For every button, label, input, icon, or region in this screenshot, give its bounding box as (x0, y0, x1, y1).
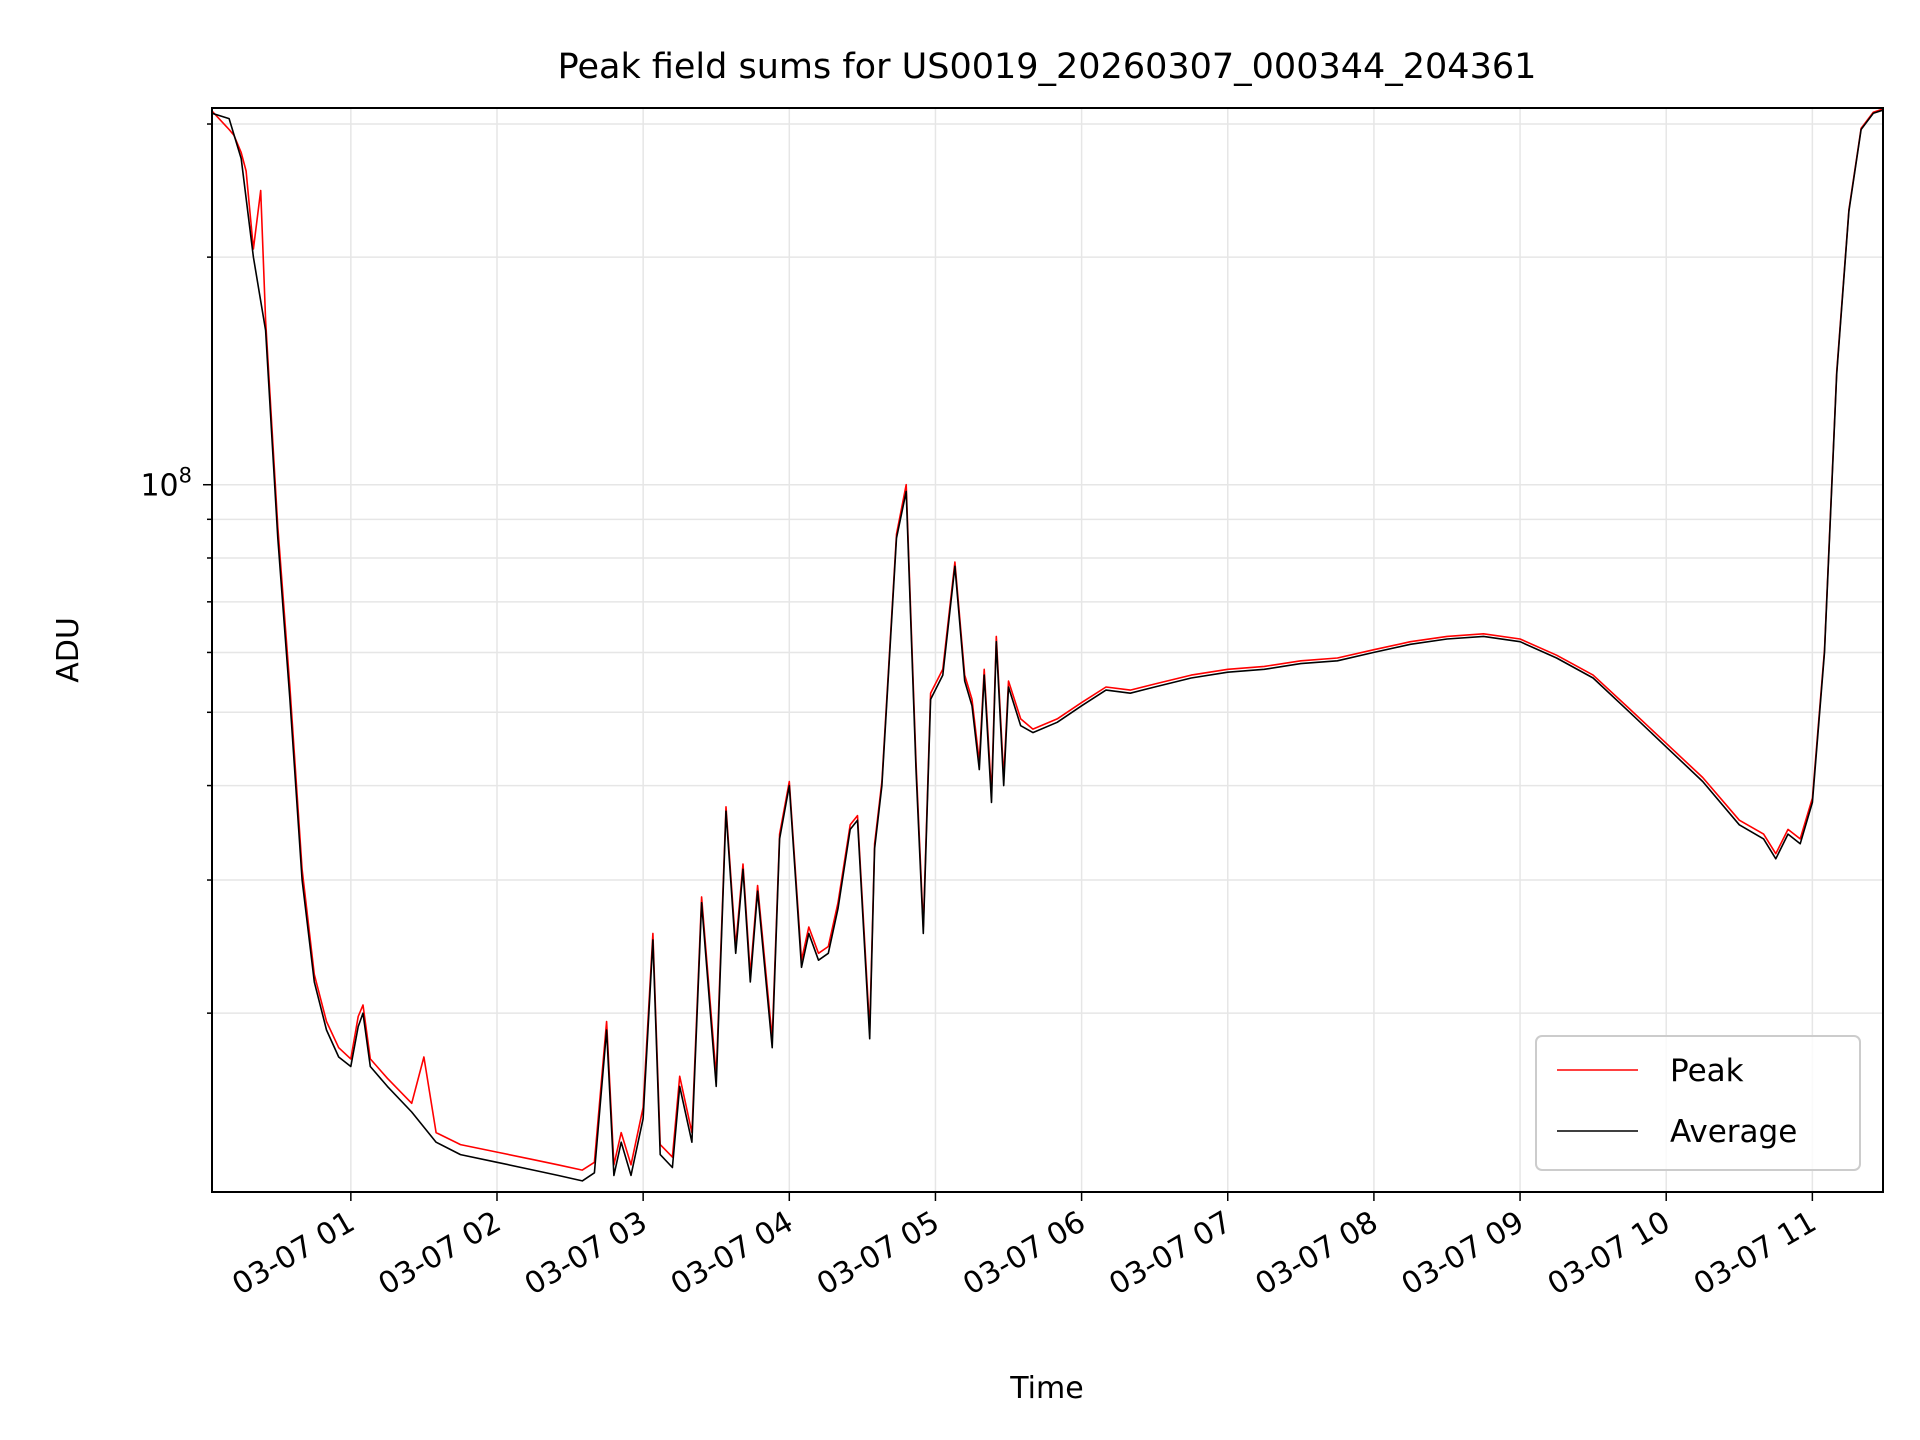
y-axis-label: ADU (51, 617, 86, 683)
y-tick-label: 108 (140, 464, 192, 504)
series-line-peak (212, 108, 1883, 1171)
series-layer (212, 108, 1883, 1182)
y-axis: 108 (140, 123, 212, 1014)
legend-average-label: Average (1670, 1114, 1797, 1150)
grid (212, 108, 1883, 1192)
x-axis-label: Time (1009, 1371, 1083, 1406)
legend: Peak Average (1535, 1035, 1861, 1171)
series-line-average (212, 109, 1883, 1182)
legend-peak-label: Peak (1670, 1053, 1744, 1089)
chart-title: Peak field sums for US0019_20260307_0003… (558, 47, 1537, 87)
plot-frame (211, 107, 1884, 1193)
